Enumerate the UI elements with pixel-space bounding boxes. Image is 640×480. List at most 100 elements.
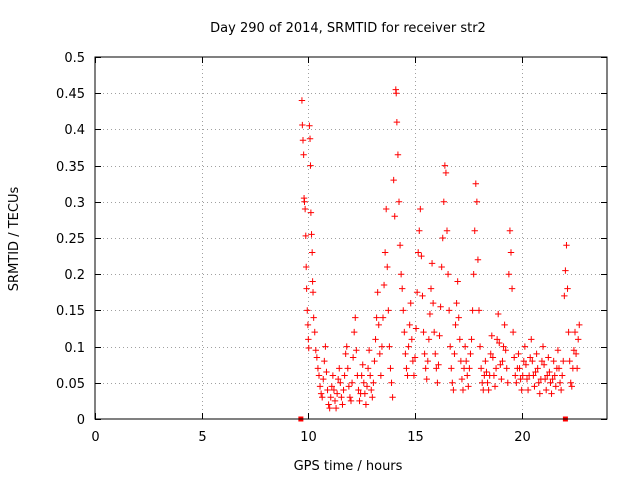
data-point bbox=[302, 232, 309, 240]
data-point bbox=[425, 336, 433, 343]
x-tick-label: 5 bbox=[198, 430, 206, 445]
data-point bbox=[348, 379, 356, 386]
data-point bbox=[372, 336, 379, 343]
data-point bbox=[564, 285, 571, 292]
data-point bbox=[419, 292, 426, 300]
data-point bbox=[487, 350, 494, 358]
y-tick-label: 0.3 bbox=[64, 196, 85, 211]
y-tick-label: 0.2 bbox=[64, 268, 85, 283]
y-tick-label: 0.15 bbox=[56, 304, 85, 319]
data-point bbox=[539, 343, 547, 350]
data-point bbox=[488, 332, 495, 339]
data-point bbox=[571, 328, 579, 336]
data-point bbox=[538, 357, 546, 365]
data-point bbox=[321, 357, 328, 365]
data-point bbox=[528, 336, 535, 343]
plot-frame bbox=[94, 56, 608, 420]
data-point bbox=[517, 375, 524, 383]
data-point bbox=[535, 379, 542, 386]
data-point bbox=[411, 354, 419, 361]
data-point bbox=[370, 379, 377, 386]
data-point bbox=[572, 350, 580, 358]
data-point bbox=[509, 328, 517, 336]
y-tick-label: 0.05 bbox=[56, 377, 85, 392]
data-point bbox=[438, 263, 445, 271]
data-point bbox=[555, 365, 563, 372]
data-point bbox=[563, 242, 570, 249]
data-point bbox=[499, 357, 506, 365]
data-point bbox=[306, 135, 314, 143]
data-point bbox=[376, 350, 383, 358]
data-point bbox=[347, 397, 355, 405]
data-point bbox=[351, 328, 358, 336]
data-point bbox=[481, 372, 488, 379]
data-point bbox=[369, 394, 376, 401]
data-point bbox=[444, 271, 452, 278]
data-point bbox=[485, 386, 492, 394]
data-point bbox=[305, 344, 312, 352]
data-point bbox=[364, 365, 372, 372]
data-point bbox=[530, 372, 537, 379]
data-point bbox=[299, 137, 307, 144]
data-point bbox=[316, 383, 324, 390]
data-point bbox=[511, 354, 518, 361]
data-point bbox=[516, 365, 523, 372]
data-point bbox=[365, 347, 373, 354]
data-point bbox=[466, 365, 473, 372]
data-point bbox=[388, 379, 395, 386]
data-point bbox=[458, 375, 466, 383]
data-point bbox=[339, 401, 346, 408]
data-point bbox=[435, 361, 442, 368]
data-point bbox=[450, 386, 457, 394]
data-point bbox=[377, 372, 385, 379]
data-point bbox=[303, 285, 310, 292]
data-point bbox=[540, 361, 548, 368]
data-point bbox=[513, 379, 520, 386]
data-point bbox=[342, 350, 349, 358]
data-point bbox=[404, 372, 411, 379]
data-point bbox=[496, 339, 503, 347]
data-point bbox=[336, 365, 343, 372]
data-point bbox=[532, 368, 539, 376]
data-point bbox=[427, 285, 435, 292]
data-point bbox=[380, 281, 388, 289]
data-point bbox=[467, 350, 474, 358]
data-point bbox=[561, 292, 568, 300]
data-point bbox=[550, 357, 557, 365]
data-point bbox=[440, 198, 447, 205]
data-point bbox=[507, 249, 515, 256]
data-point bbox=[472, 180, 479, 187]
data-point bbox=[299, 121, 306, 129]
data-point bbox=[374, 289, 381, 296]
x-axis-label: GPS time / hours bbox=[294, 459, 403, 474]
y-tick-label: 0.5 bbox=[64, 51, 85, 66]
data-point bbox=[451, 350, 458, 358]
data-point bbox=[506, 227, 514, 234]
data-point bbox=[367, 372, 374, 379]
data-point bbox=[546, 368, 553, 376]
data-point bbox=[323, 368, 330, 376]
data-point bbox=[324, 386, 331, 394]
data-point bbox=[403, 365, 410, 372]
data-point bbox=[548, 390, 555, 397]
data-point bbox=[309, 278, 316, 285]
y-axis-label: SRMTID / TECUs bbox=[7, 187, 22, 292]
data-point bbox=[303, 263, 310, 271]
data-point bbox=[503, 365, 510, 372]
data-point bbox=[362, 401, 370, 408]
data-point bbox=[521, 343, 529, 350]
data-point bbox=[394, 151, 402, 158]
data-point bbox=[344, 365, 351, 372]
data-point bbox=[345, 383, 353, 390]
data-point bbox=[505, 271, 513, 278]
data-point bbox=[441, 162, 449, 169]
y-tick-label: 0.45 bbox=[56, 87, 85, 102]
data-point bbox=[436, 332, 443, 339]
data-point bbox=[395, 198, 403, 205]
data-point bbox=[543, 386, 550, 394]
data-point bbox=[471, 227, 478, 234]
data-point bbox=[317, 390, 325, 397]
data-point bbox=[300, 151, 307, 158]
data-point bbox=[415, 249, 422, 256]
data-point bbox=[352, 314, 359, 321]
